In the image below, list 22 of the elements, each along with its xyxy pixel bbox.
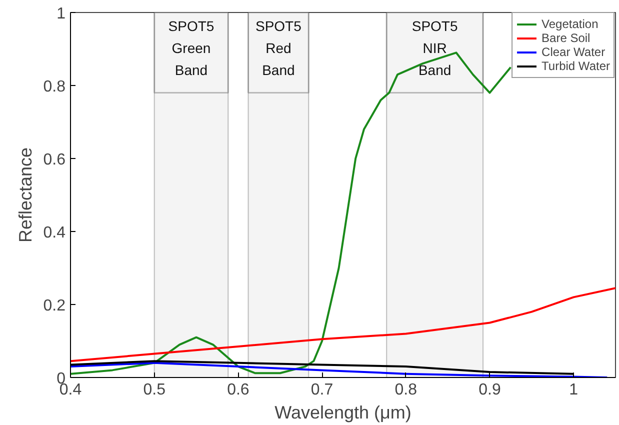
x-tick-label: 0.8 [394,382,418,398]
y-tick-label: 0.4 [43,224,66,242]
x-tick-label: 1 [569,382,578,398]
x-tick-label: 0.7 [310,382,334,398]
band-label: SPOT5 Green Band [168,18,214,78]
y-tick-label: 0.6 [43,152,66,168]
y-tick-label: 0.8 [43,78,66,96]
legend-label: Bare Soil [542,31,590,45]
band-label: SPOT5 NIR Band [412,18,458,78]
line-series [70,52,512,375]
y-tick-label: 1 [56,6,66,22]
y-axis-title: Reflectance [15,147,36,243]
band-label: SPOT5 Red Band [255,18,302,78]
legend-label: Clear Water [542,45,606,59]
legend-label: Vegetation [542,17,598,31]
legend-label: Turbid Water [542,59,610,73]
x-tick-label: 0.5 [143,382,166,398]
y-tick-label: 0.2 [43,298,66,314]
x-tick-label: 0.6 [227,382,250,398]
x-axis-title: Wavelength (μm) [274,402,412,422]
x-tick-label: 0.9 [478,382,501,398]
line-series [70,287,616,362]
